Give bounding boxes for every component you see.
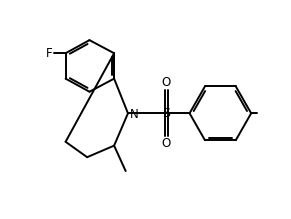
Text: O: O [162,137,171,150]
Text: N: N [129,108,138,121]
Text: S: S [162,107,171,120]
Text: F: F [46,47,52,60]
Text: O: O [162,76,171,89]
